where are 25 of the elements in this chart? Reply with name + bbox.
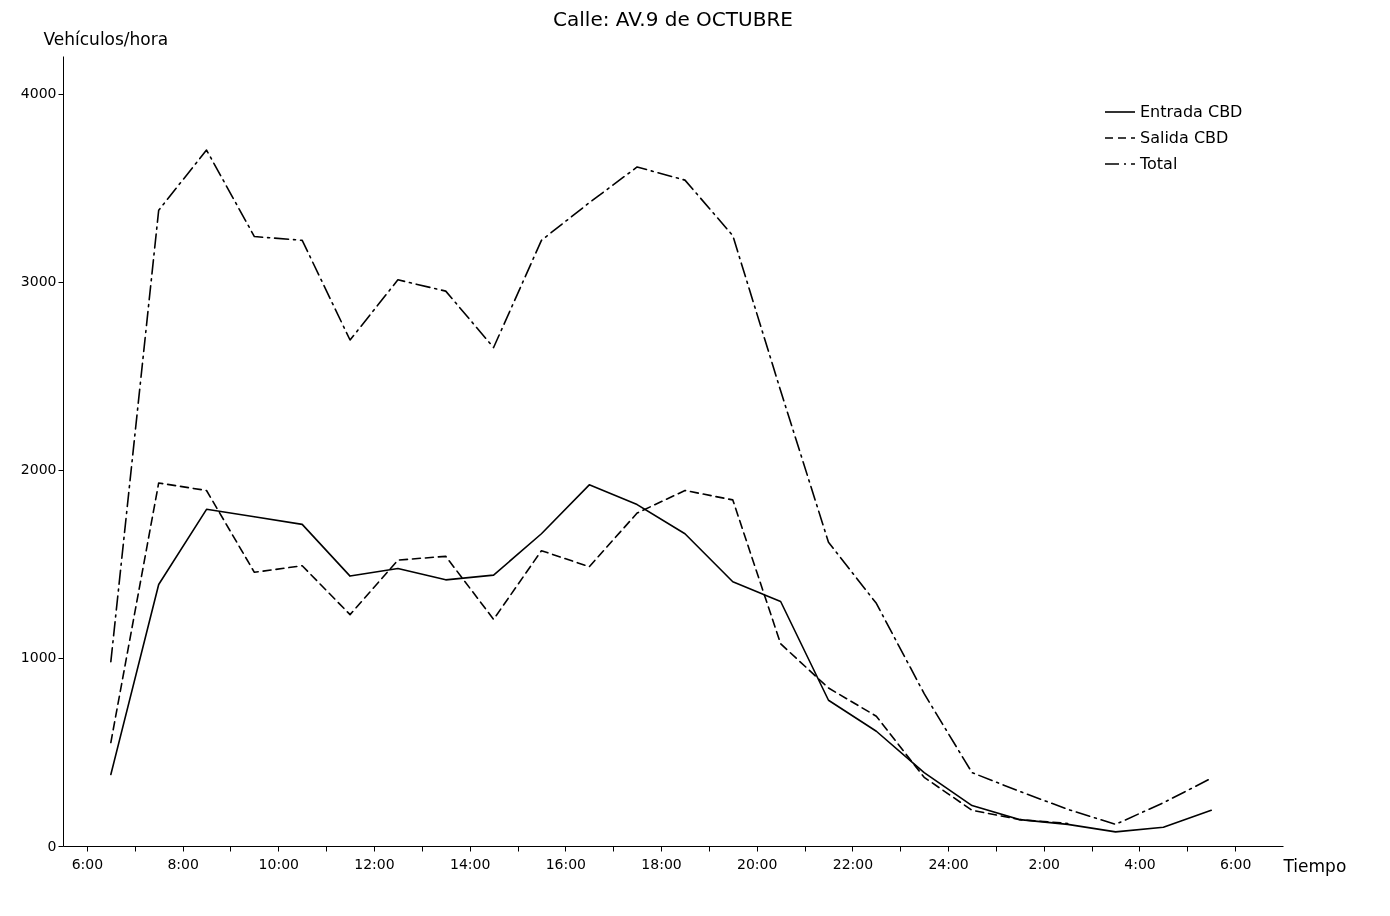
x-tick-label: 4:00: [1124, 855, 1156, 872]
chart-title: Calle: AV.9 de OCTUBRE: [553, 7, 793, 31]
x-tick-label: 16:00: [545, 855, 587, 872]
y-tick-label: 3000: [20, 273, 57, 290]
x-tick-label: 18:00: [641, 855, 682, 872]
x-tick-label: 8:00: [167, 855, 199, 872]
x-tick-label: 22:00: [832, 855, 874, 872]
legend-label: Entrada CBD: [1140, 102, 1243, 121]
y-axis-title: Vehículos/hora: [43, 28, 169, 49]
line-series: [110, 484, 1213, 833]
legend-label: Total: [1139, 154, 1178, 173]
x-tick-label: 12:00: [354, 855, 395, 872]
x-tick-label: 6:00: [71, 855, 104, 872]
x-tick-label: 2:00: [1028, 855, 1061, 872]
y-tick-label: 4000: [20, 85, 57, 102]
y-tick-label: 2000: [20, 461, 57, 478]
x-tick-label: 14:00: [449, 855, 491, 872]
legend-label: Salida CBD: [1140, 128, 1229, 147]
y-tick-label: 1000: [20, 649, 57, 666]
x-tick-label: 20:00: [737, 855, 778, 872]
x-tick-label: 6:00: [1219, 855, 1252, 872]
x-tick-label: 10:00: [258, 855, 299, 872]
x-axis-title: Tiempo: [1282, 855, 1347, 876]
y-tick-label: 0: [47, 837, 57, 854]
x-tick-label: 24:00: [928, 855, 969, 872]
